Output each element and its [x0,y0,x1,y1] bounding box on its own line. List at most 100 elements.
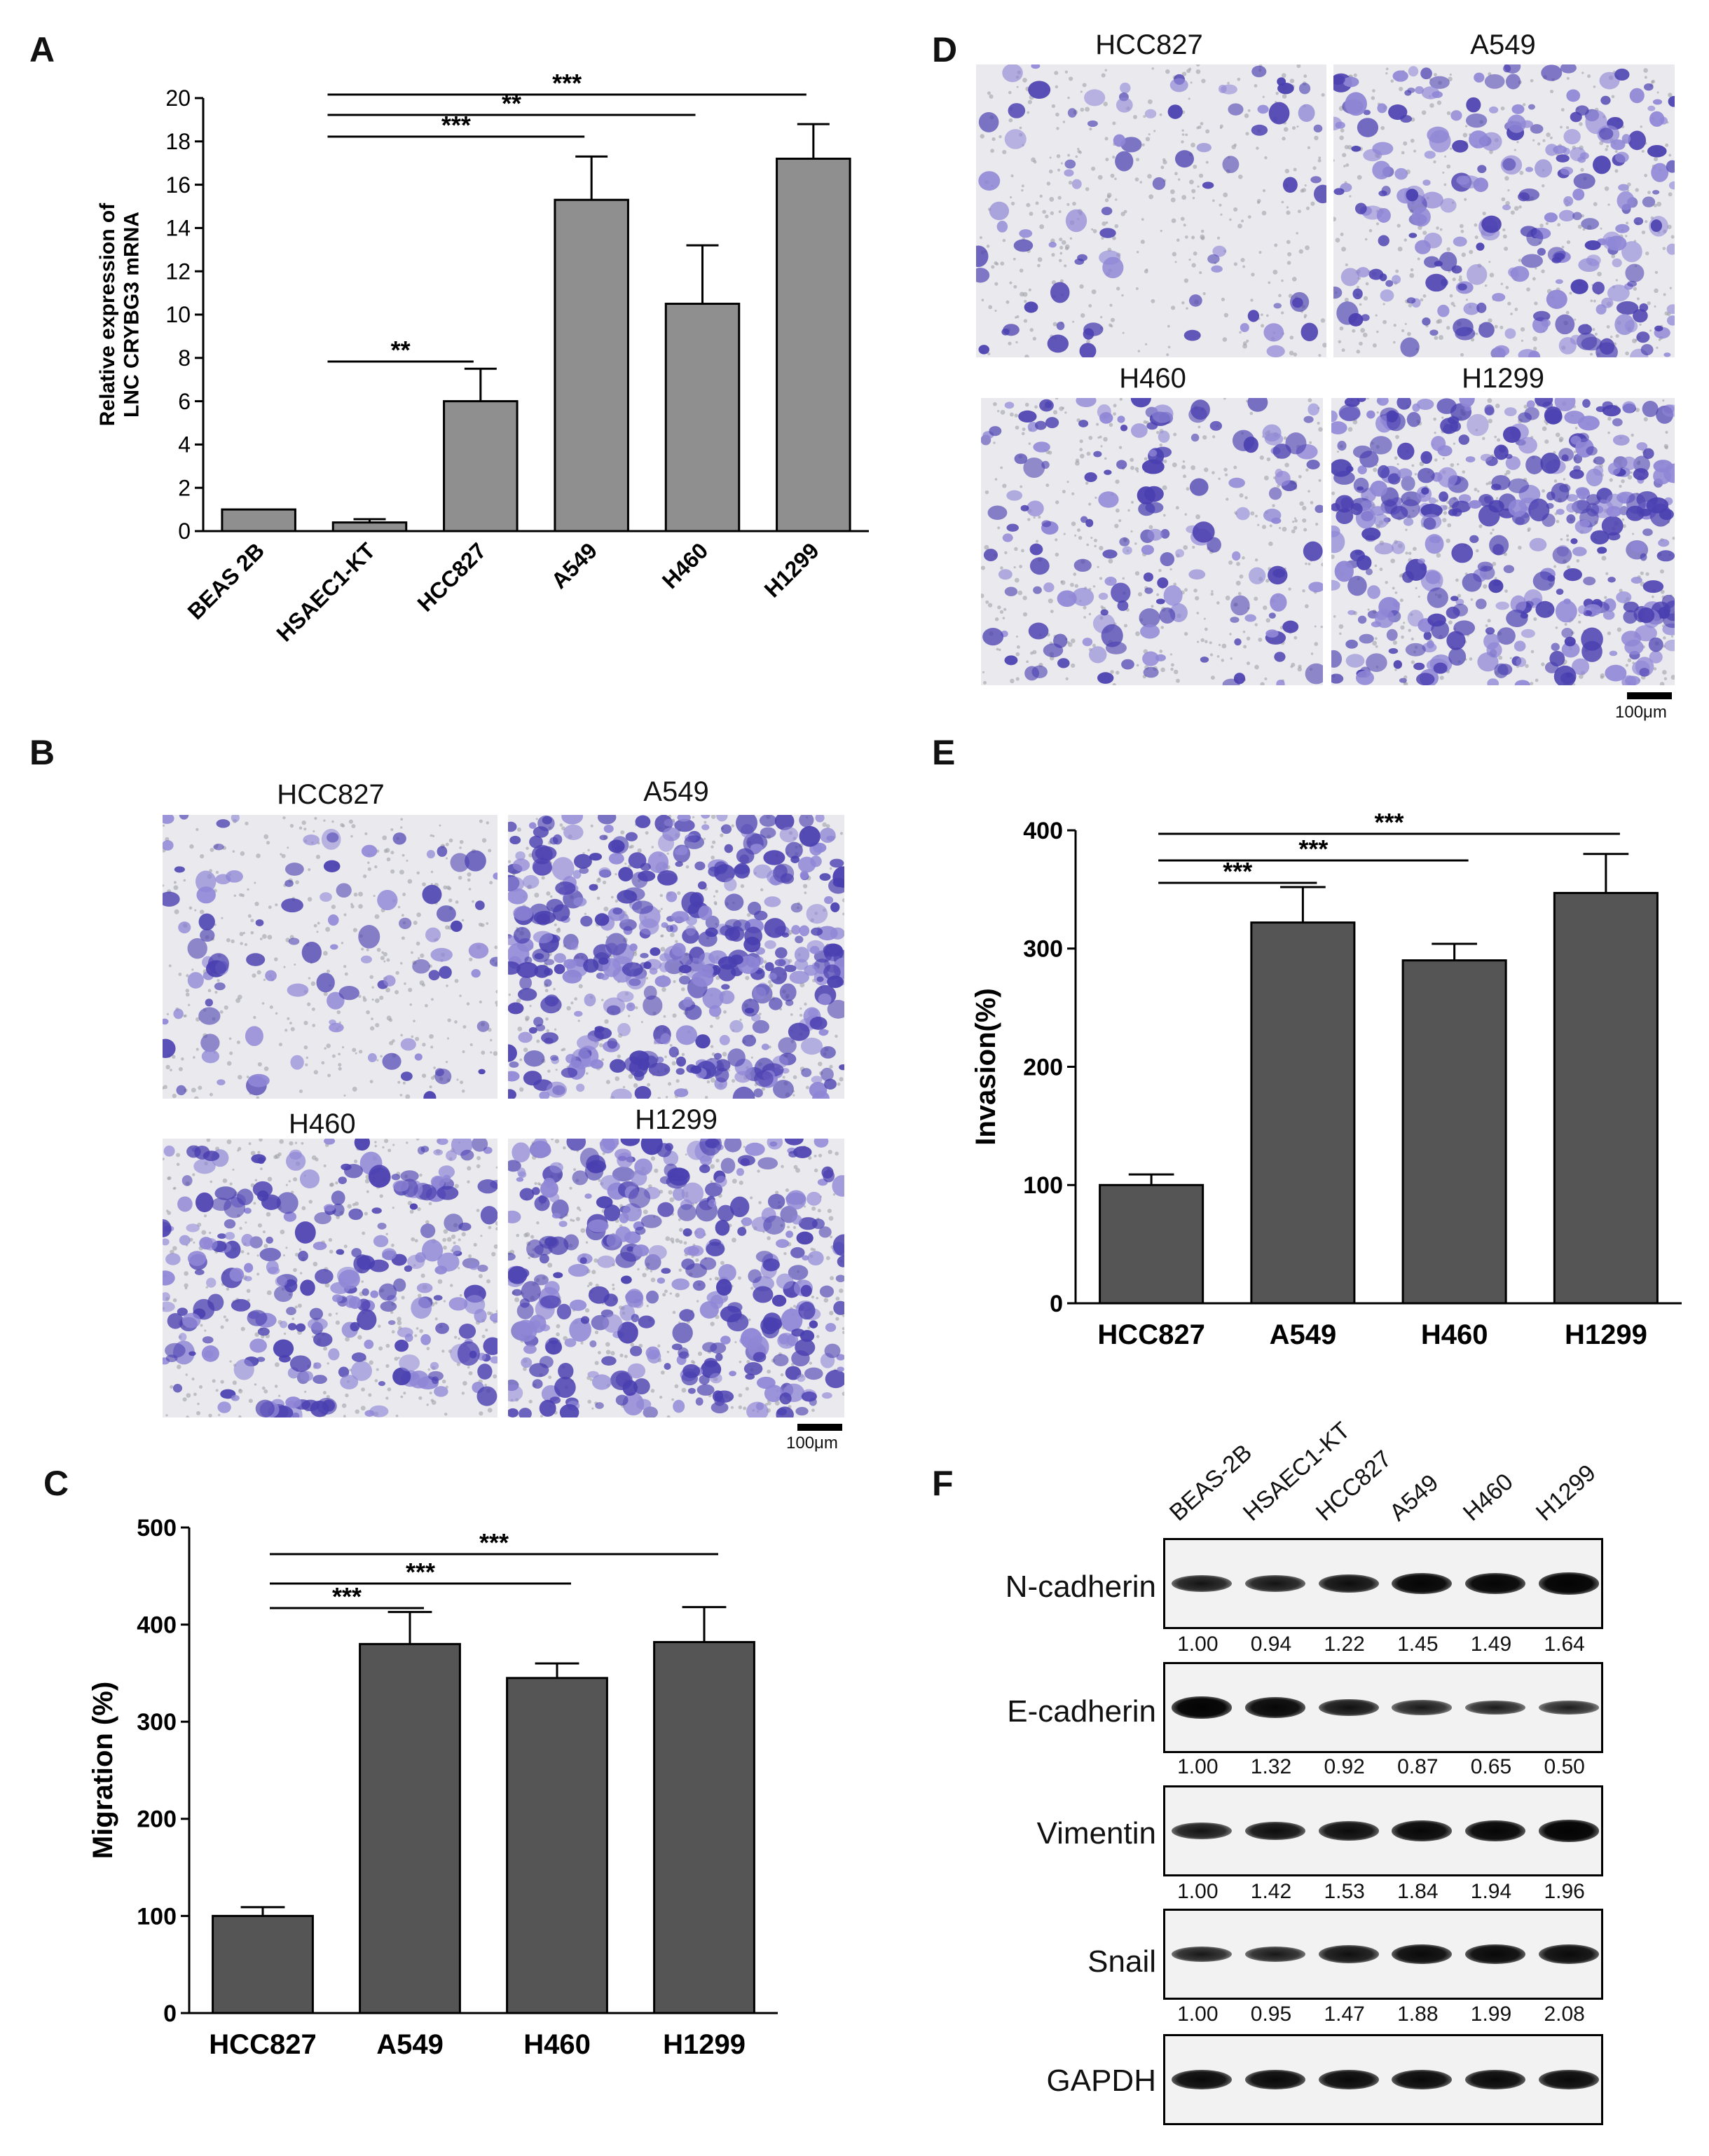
membrane-pore [1136,158,1140,162]
membrane-pore [1093,538,1097,542]
membrane-pore [208,1413,212,1417]
membrane-pore [1101,73,1106,78]
stained-cell [558,1362,574,1380]
membrane-pore [361,947,364,951]
membrane-pore [1067,642,1073,647]
membrane-pore [306,1056,309,1059]
membrane-pore [1035,201,1039,205]
membrane-pore [273,1155,278,1160]
stained-cell [610,1088,632,1099]
membrane-pore [1032,336,1037,341]
membrane-pore [1385,581,1388,584]
membrane-pore [580,1228,586,1233]
membrane-pore [740,884,745,888]
stained-cell [1188,569,1206,580]
membrane-pore [1160,229,1162,233]
membrane-pore [300,1272,303,1275]
membrane-pore [446,984,448,987]
membrane-pore [1449,73,1452,76]
stained-cell [730,954,743,965]
membrane-pore [479,819,483,823]
stained-cell [1598,128,1614,140]
membrane-pore [1212,435,1216,439]
stained-cell [1488,106,1499,114]
stained-cell [978,171,1001,191]
membrane-pore [981,593,984,598]
stained-cell [457,1341,480,1366]
membrane-pore [1532,336,1538,341]
stained-cell [1083,328,1094,340]
stained-cell [638,870,656,881]
membrane-pore [745,1387,749,1391]
x-category-label: H1299 [1565,1319,1647,1350]
stained-cell [559,1404,579,1417]
membrane-pore [528,1256,530,1259]
membrane-pore [587,1399,591,1404]
stained-cell [1023,457,1045,478]
membrane-pore [1641,149,1645,153]
membrane-pore [460,1080,464,1085]
membrane-pore [1303,528,1308,532]
membrane-pore [225,1318,229,1322]
membrane-pore [1055,112,1059,117]
membrane-pore [1015,425,1020,430]
stained-cell [804,1367,823,1380]
stained-cell [724,878,737,891]
membrane-pore [757,1169,760,1173]
stained-cell [563,959,577,969]
membrane-pore [650,1389,655,1393]
stained-cell [640,1139,663,1155]
membrane-pore [229,1182,233,1186]
membrane-pore [1305,562,1308,565]
stained-cell [640,1214,662,1228]
membrane-pore [1049,156,1052,159]
membrane-pore [1148,525,1153,530]
membrane-pore [1293,636,1298,640]
membrane-pore [1190,465,1195,470]
membrane-pore [417,1293,422,1298]
stained-cell [446,1150,457,1161]
membrane-pore [516,998,521,1003]
membrane-pore [493,1051,497,1056]
stained-cell [187,938,207,959]
membrane-pore [1160,165,1165,170]
stained-cell [699,1164,711,1174]
stained-cell [706,1242,725,1256]
stained-cell [657,1277,666,1284]
stained-cell [1313,184,1326,204]
membrane-pore [1114,177,1117,180]
membrane-pore [392,1207,394,1209]
stained-cell [785,1190,807,1210]
membrane-pore [228,1037,232,1041]
membrane-pore [1339,135,1344,140]
membrane-pore [1258,251,1262,254]
membrane-pore [1144,269,1148,274]
stained-cell [516,1176,524,1182]
stained-cell [1275,470,1291,486]
membrane-pore [675,1238,680,1243]
membrane-pore [1542,184,1545,188]
membrane-pore [547,1263,553,1268]
stained-cell [1139,608,1160,628]
membrane-pore [1062,490,1066,494]
significance-stars: *** [1374,808,1403,837]
x-category-label: A549 [1270,1319,1337,1350]
stained-cell [694,1228,706,1239]
membrane-pore [585,1241,589,1244]
stained-cell [340,1375,359,1389]
membrane-pore [1514,149,1516,151]
stained-cell [1554,398,1576,412]
membrane-pore [328,1312,332,1317]
bar-hcc827 [212,1914,314,2014]
membrane-pore [1220,213,1223,216]
membrane-pore [1662,247,1666,250]
membrane-pore [1244,496,1248,500]
stained-cell [1334,561,1354,582]
stained-cell [205,998,213,1007]
membrane-pore [829,1310,834,1316]
stained-cell [773,1354,789,1366]
membrane-pore [525,1017,529,1022]
membrane-pore [350,905,355,909]
stained-cell [320,892,332,902]
membrane-pore [188,906,193,910]
